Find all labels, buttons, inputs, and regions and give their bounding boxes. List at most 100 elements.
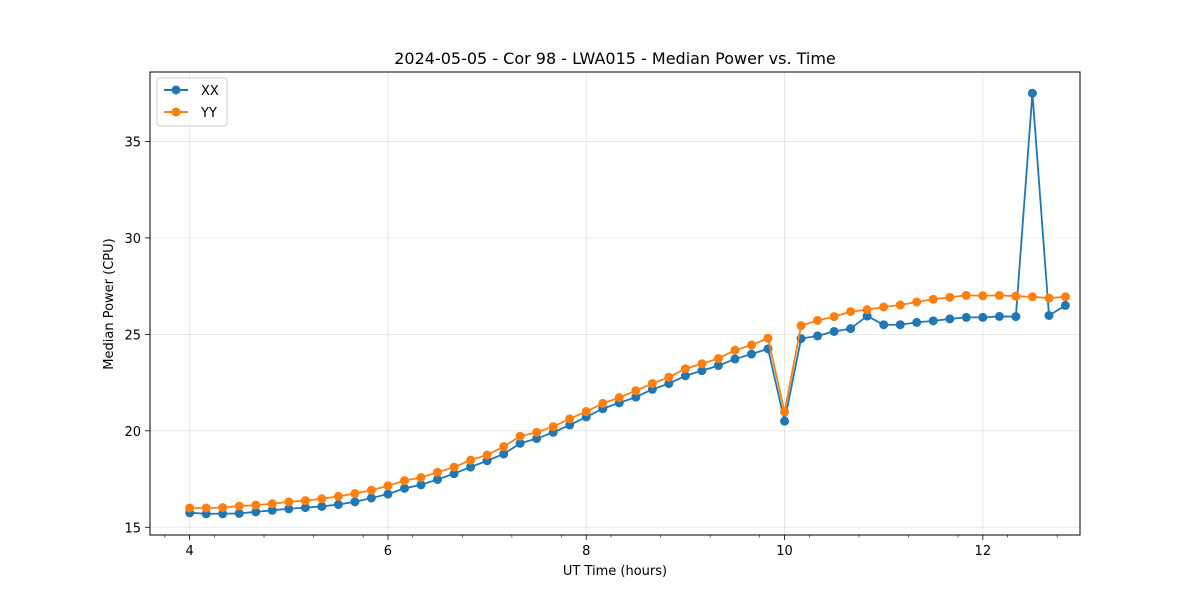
y-tick-label: 30 <box>124 232 141 247</box>
data-point-xx <box>218 509 228 519</box>
data-point-xx <box>466 462 476 472</box>
data-point-xx <box>565 420 575 430</box>
data-point-xx <box>1044 310 1054 320</box>
data-point-yy <box>366 485 376 495</box>
y-tick-label: 35 <box>124 135 141 150</box>
data-point-xx <box>829 326 839 336</box>
data-point-yy <box>631 386 641 396</box>
data-point-yy <box>747 340 757 350</box>
data-point-xx <box>780 416 790 426</box>
data-point-yy <box>680 364 690 374</box>
data-point-yy <box>532 427 542 437</box>
data-point-xx <box>928 316 938 326</box>
data-point-xx <box>680 371 690 381</box>
data-point-xx <box>846 324 856 334</box>
data-point-yy <box>829 312 839 322</box>
data-point-yy <box>895 300 905 310</box>
data-point-yy <box>763 333 773 343</box>
data-point-xx <box>515 438 525 448</box>
data-point-xx <box>284 504 294 514</box>
data-point-yy <box>201 503 211 513</box>
data-point-xx <box>1011 312 1021 322</box>
legend-label-xx: XX <box>201 84 219 99</box>
data-point-yy <box>961 290 971 300</box>
data-point-yy <box>449 462 459 472</box>
data-point-xx <box>1027 88 1037 98</box>
legend-label-yy: YY <box>200 106 217 121</box>
legend-marker-yy <box>171 107 181 117</box>
data-point-yy <box>994 290 1004 300</box>
data-point-xx <box>713 361 723 371</box>
data-point-yy <box>1011 291 1021 301</box>
data-point-yy <box>466 455 476 465</box>
chart-title: 2024-05-05 - Cor 98 - LWA015 - Median Po… <box>394 49 836 68</box>
data-point-xx <box>961 312 971 322</box>
data-point-yy <box>647 379 657 389</box>
data-point-xx <box>664 379 674 389</box>
data-point-xx <box>1060 300 1070 310</box>
data-point-yy <box>350 489 360 499</box>
data-point-yy <box>333 491 343 501</box>
data-point-xx <box>383 489 393 499</box>
data-point-yy <box>1060 292 1070 302</box>
data-point-yy <box>928 294 938 304</box>
data-point-xx <box>366 493 376 503</box>
data-point-yy <box>548 422 558 432</box>
data-point-xx <box>879 320 889 330</box>
data-point-yy <box>284 497 294 507</box>
data-point-yy <box>598 398 608 408</box>
data-point-xx <box>400 483 410 493</box>
y-axis-title: Median Power (CPU) <box>102 238 117 369</box>
data-point-xx <box>895 320 905 330</box>
data-point-xx <box>499 449 509 459</box>
data-point-xx <box>631 392 641 402</box>
data-point-xx <box>433 474 443 484</box>
x-tick-label: 6 <box>384 544 392 559</box>
data-point-xx <box>317 501 327 511</box>
x-tick-label: 12 <box>975 544 992 559</box>
legend-marker-xx <box>171 85 181 95</box>
data-point-yy <box>499 442 509 452</box>
plot-frame <box>149 71 1081 536</box>
data-point-yy <box>300 496 310 506</box>
data-point-yy <box>879 302 889 312</box>
data-point-xx <box>449 469 459 479</box>
data-point-yy <box>813 315 823 325</box>
x-tick-label: 8 <box>582 544 590 559</box>
data-point-xx <box>747 349 757 359</box>
data-point-xx <box>532 434 542 444</box>
data-point-yy <box>862 305 872 315</box>
series-layer <box>185 88 1070 519</box>
y-tick-label: 25 <box>124 328 141 343</box>
data-point-yy <box>846 307 856 317</box>
data-point-xx <box>978 312 988 322</box>
data-point-xx <box>234 508 244 518</box>
data-point-xx <box>300 503 310 513</box>
data-point-yy <box>400 476 410 486</box>
data-point-yy <box>697 359 707 369</box>
data-point-xx <box>912 317 922 327</box>
x-axis-title: UT Time (hours) <box>563 564 667 579</box>
data-point-yy <box>1027 292 1037 302</box>
data-point-xx <box>350 497 360 507</box>
data-point-yy <box>416 473 426 483</box>
data-point-yy <box>482 450 492 460</box>
data-point-yy <box>185 503 195 513</box>
data-point-yy <box>581 407 591 417</box>
data-point-yy <box>433 467 443 477</box>
y-tick-label: 20 <box>124 425 141 440</box>
data-point-yy <box>267 499 277 509</box>
data-point-xx <box>267 505 277 515</box>
data-point-yy <box>796 321 806 331</box>
data-point-xx <box>333 500 343 510</box>
data-point-yy <box>234 501 244 511</box>
data-point-yy <box>1044 293 1054 303</box>
data-point-yy <box>383 481 393 491</box>
data-point-yy <box>614 393 624 403</box>
series-line-yy <box>189 294 1066 509</box>
legend: XX YY <box>156 77 228 127</box>
data-point-yy <box>912 297 922 307</box>
grid-lines <box>150 72 1080 535</box>
data-point-xx <box>945 314 955 324</box>
